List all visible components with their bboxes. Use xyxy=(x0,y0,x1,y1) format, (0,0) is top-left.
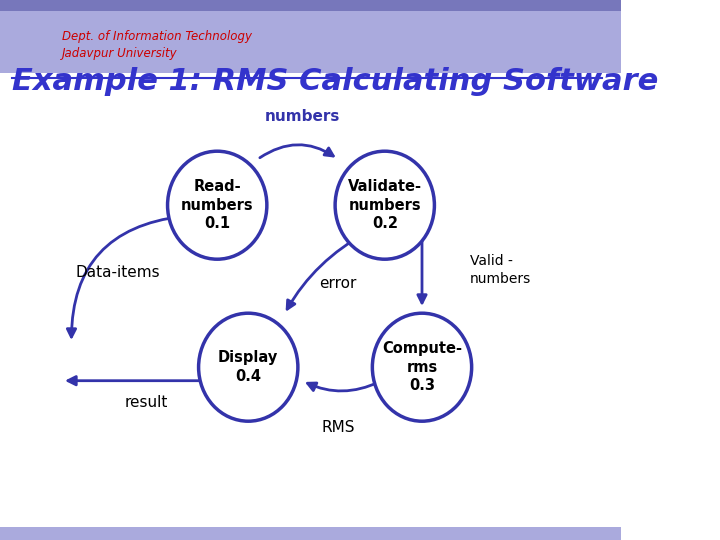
Ellipse shape xyxy=(335,151,434,259)
FancyArrowPatch shape xyxy=(67,217,182,337)
Ellipse shape xyxy=(168,151,267,259)
Text: Display
0.4: Display 0.4 xyxy=(218,350,279,384)
Text: result: result xyxy=(124,395,168,410)
Text: Valid -
numbers: Valid - numbers xyxy=(469,254,531,286)
Text: Data-items: Data-items xyxy=(76,265,161,280)
Text: RMS: RMS xyxy=(321,420,355,435)
FancyBboxPatch shape xyxy=(0,526,621,540)
Text: Validate-
numbers
0.2: Validate- numbers 0.2 xyxy=(348,179,422,231)
Text: Example 1: RMS Calculating Software: Example 1: RMS Calculating Software xyxy=(12,68,659,97)
Ellipse shape xyxy=(372,313,472,421)
Text: Compute-
rms
0.3: Compute- rms 0.3 xyxy=(382,341,462,393)
FancyArrowPatch shape xyxy=(287,232,366,309)
FancyBboxPatch shape xyxy=(0,0,621,73)
Text: Dept. of Information Technology
Jadavpur University: Dept. of Information Technology Jadavpur… xyxy=(62,30,252,60)
Text: error: error xyxy=(320,276,357,291)
Ellipse shape xyxy=(199,313,298,421)
Text: Read-
numbers
0.1: Read- numbers 0.1 xyxy=(181,179,253,231)
Text: numbers: numbers xyxy=(264,109,340,124)
FancyArrowPatch shape xyxy=(418,234,426,303)
FancyBboxPatch shape xyxy=(0,0,621,11)
FancyArrowPatch shape xyxy=(68,376,205,385)
FancyArrowPatch shape xyxy=(260,145,333,158)
FancyArrowPatch shape xyxy=(307,382,379,391)
